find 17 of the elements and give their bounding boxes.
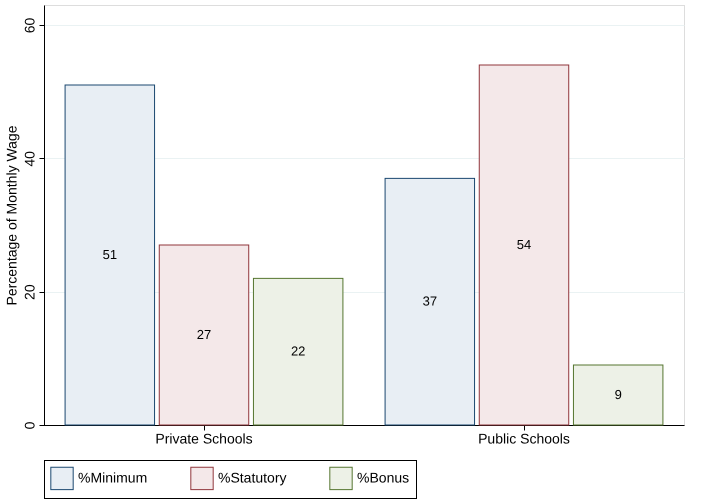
bar <box>572 364 664 426</box>
y-tick-label: 40 <box>22 150 38 167</box>
data-label: 22 <box>290 344 306 359</box>
y-tick-label: 60 <box>22 18 38 34</box>
legend-label: %Statutory <box>218 469 286 486</box>
y-tick-label: 20 <box>22 284 38 300</box>
y-axis-title: Percentage of Monthly Wage <box>4 125 20 306</box>
x-tick-label: Public Schools <box>478 430 570 446</box>
data-label: 9 <box>614 387 622 402</box>
data-label: 27 <box>196 327 212 342</box>
data-label: 37 <box>422 294 438 309</box>
legend-label: %Minimum <box>78 469 148 486</box>
legend-label: %Bonus <box>357 469 410 486</box>
x-tick-label: Private Schools <box>155 430 253 446</box>
data-label: 51 <box>102 247 118 262</box>
y-tick-label: 0 <box>22 421 38 430</box>
data-label: 54 <box>516 237 532 252</box>
